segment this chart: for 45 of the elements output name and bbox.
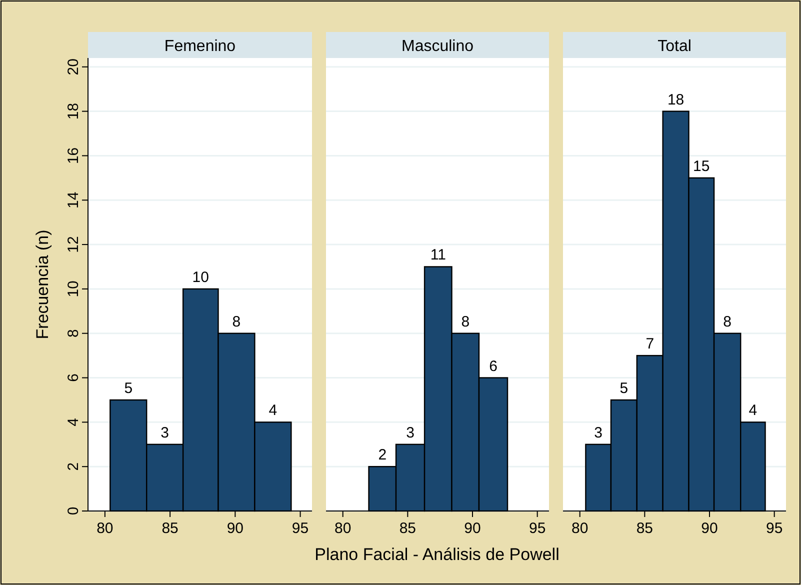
y-tick-label: 10	[65, 280, 82, 298]
data-label: 3	[160, 424, 170, 442]
chart-title: Total	[658, 38, 692, 55]
x-tick-label: 95	[528, 520, 546, 537]
y-axis-title: Frecuencia (n)	[33, 230, 52, 340]
chart-title: Femenino	[164, 38, 236, 55]
x-tick-label: 80	[96, 520, 114, 537]
data-label: 18	[667, 91, 684, 108]
x-tick-label: 80	[572, 520, 588, 537]
x-tick-label: 95	[292, 520, 309, 537]
y-tick-label: 6	[65, 374, 82, 382]
data-label: 4	[268, 402, 278, 420]
data-label: 10	[192, 268, 209, 286]
data-label: 6	[489, 358, 498, 375]
x-tick-label: 95	[766, 520, 783, 537]
data-label: 8	[461, 313, 470, 330]
data-label: 3	[594, 424, 602, 442]
data-label: 2	[378, 446, 387, 464]
data-label: 15	[693, 158, 710, 175]
data-label: 8	[723, 313, 732, 330]
y-tick-label: 12	[65, 236, 82, 253]
y-tick-label: 16	[65, 147, 82, 164]
data-label: 5	[620, 380, 628, 397]
x-tick-label: 90	[701, 520, 718, 537]
data-label: 4	[748, 402, 758, 420]
y-tick-label: 8	[65, 329, 82, 338]
x-axis-title: Plano Facial - Análisis de Powell	[314, 545, 560, 564]
x-tick-label: 85	[162, 520, 178, 537]
y-tick-label: 2	[65, 462, 82, 471]
y-tick-label: 14	[65, 192, 82, 208]
data-label: 8	[232, 313, 241, 330]
y-tick-label: 20	[65, 58, 82, 76]
data-label: 5	[124, 380, 133, 397]
chart-title: Masculino	[401, 38, 474, 55]
x-tick-label: 85	[636, 520, 654, 537]
y-tick-label: 18	[65, 102, 82, 120]
y-tick-label: 4	[65, 418, 82, 426]
x-tick-label: 80	[334, 520, 352, 537]
data-label: 3	[406, 424, 414, 442]
x-tick-label: 85	[399, 520, 416, 537]
x-tick-label: 90	[464, 520, 481, 537]
data-label: 11	[430, 246, 446, 264]
x-tick-label: 90	[226, 520, 244, 537]
data-label: 7	[646, 336, 654, 353]
y-tick-label: 0	[65, 506, 82, 516]
